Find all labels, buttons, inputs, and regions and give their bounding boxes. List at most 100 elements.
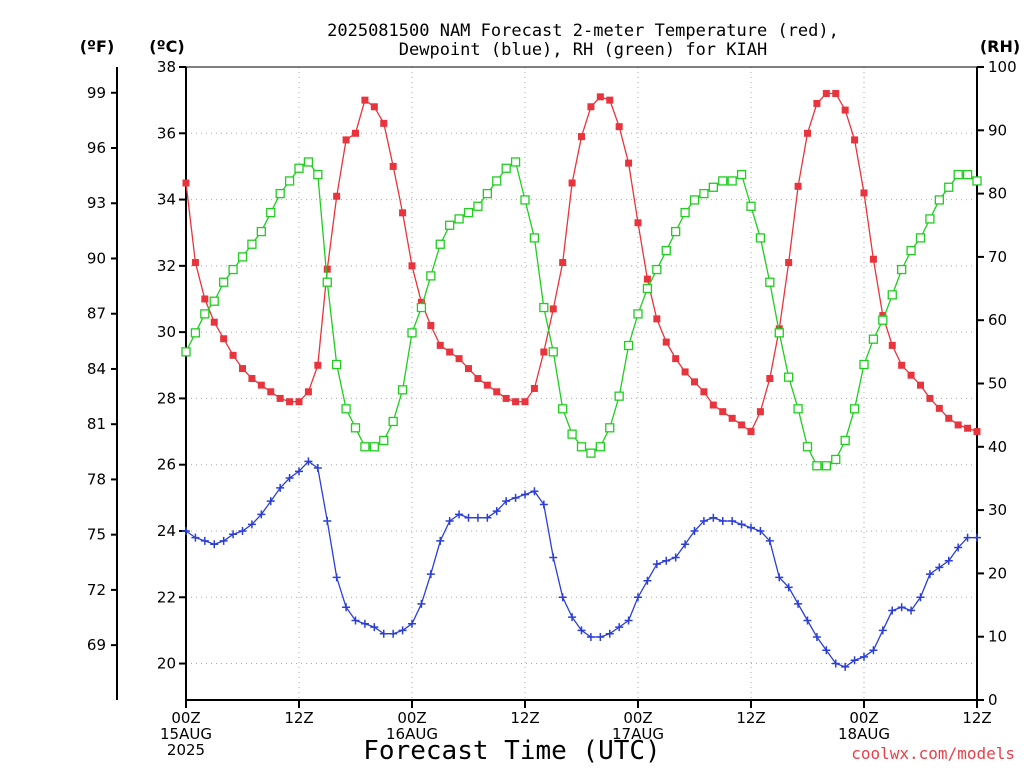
rh-point [548,347,558,357]
temperature-point [191,259,199,267]
rh-point [539,302,549,313]
rh-point [200,309,210,319]
x-tick-label-line: 2025 [167,741,205,759]
temperature-point [756,408,764,416]
rh-point [181,347,191,357]
temperature-point [267,388,275,396]
rh-point [341,404,351,414]
dewpoint-point [944,556,953,565]
dewpoint-point [342,603,351,612]
temperature-point [333,192,341,200]
dewpoint-point [794,599,803,608]
temperature-point [926,394,934,402]
dewpoint-point [558,593,567,602]
dewpoint-point [765,536,774,545]
rh-point [510,157,521,167]
rh-point [962,169,973,180]
dewpoint-point [709,513,718,522]
rh-point [840,435,850,446]
x-tick-label: 00Z 16AUG [386,709,438,743]
rh-point [332,359,342,370]
fahrenheit-tick-label: 93 [87,194,106,212]
dewpoint-point [492,507,501,516]
x-tick-label: 12Z [962,709,991,727]
temperature-point [408,262,416,270]
dewpoint-point [285,473,294,482]
rh-point [793,404,803,414]
dewpoint-point [455,510,464,519]
temperature-point [653,315,661,323]
rh-point [755,233,766,243]
rh-point [567,429,577,439]
rh-point [812,461,822,471]
dewpoint-point [229,530,238,539]
temperature-point [239,365,246,373]
temperature-point [728,414,736,422]
dewpoint-point [511,493,520,502]
rh-point [407,328,417,338]
temperature-point [973,428,981,436]
temperature-point [549,305,557,313]
x-tick-label-line: 12Z [284,709,313,727]
dewpoint-point [822,646,831,655]
x-tick-label: 12Z [736,709,765,727]
temperature-point [596,93,604,101]
celsius-tick-label: 28 [157,389,176,407]
dewpoint-point [831,659,840,668]
rh-tick-label: 10 [988,628,1007,646]
rh-point [360,442,370,452]
rh-point [426,271,436,281]
celsius-tick-label: 20 [157,655,176,673]
rh-point [529,233,540,243]
dewpoint-point [210,540,219,549]
rh-tick-label: 0 [988,691,998,709]
rh-tick-label: 20 [988,564,1007,582]
temperature-point [578,133,585,141]
dewpoint-point [351,616,360,625]
dewpoint-point [445,517,454,526]
dewpoint-point [379,629,388,638]
rh-tick-label: 100 [988,58,1017,76]
rh-point [586,448,596,458]
temperature-point [766,375,774,383]
x-tick-label: 12Z [284,709,313,727]
dewpoint-point [586,633,595,642]
rh-point [520,195,530,205]
rh-point [595,442,605,452]
rh-point [623,340,634,351]
dewpoint-point [897,603,906,612]
rh-series-line [185,160,978,467]
celsius-tick-label: 22 [157,588,176,606]
temperature-point [804,129,811,137]
rh-point [944,182,954,192]
celsius-tick-label: 24 [157,522,176,540]
dewpoint-point [718,517,727,526]
temperature-point [248,375,256,383]
fahrenheit-tick-label: 99 [87,84,106,102]
rh-point [906,245,916,256]
fahrenheit-tick-label: 75 [87,526,106,544]
dewpoint-point [973,533,981,542]
rh-point [322,277,332,287]
dewpoint-point [803,616,812,625]
temperature-point [512,398,520,406]
rh-point [492,176,502,186]
celsius-tick-label: 36 [157,124,176,142]
temperature-point [314,361,322,369]
temperature-point [738,421,746,429]
temperature-point [568,179,576,187]
rh-point [972,176,982,186]
celsius-tick-label: 32 [157,257,176,275]
rh-point [190,328,201,338]
rh-point [708,182,718,192]
rh-point [642,283,653,294]
rh-point [228,264,238,275]
rh-point [284,176,295,186]
rh-point [614,391,624,401]
temperature-point [747,428,755,436]
dewpoint-point [304,457,313,466]
temperature-point [483,381,491,389]
temperature-point [361,96,369,104]
rh-point [868,334,879,344]
rh-point [718,176,728,186]
